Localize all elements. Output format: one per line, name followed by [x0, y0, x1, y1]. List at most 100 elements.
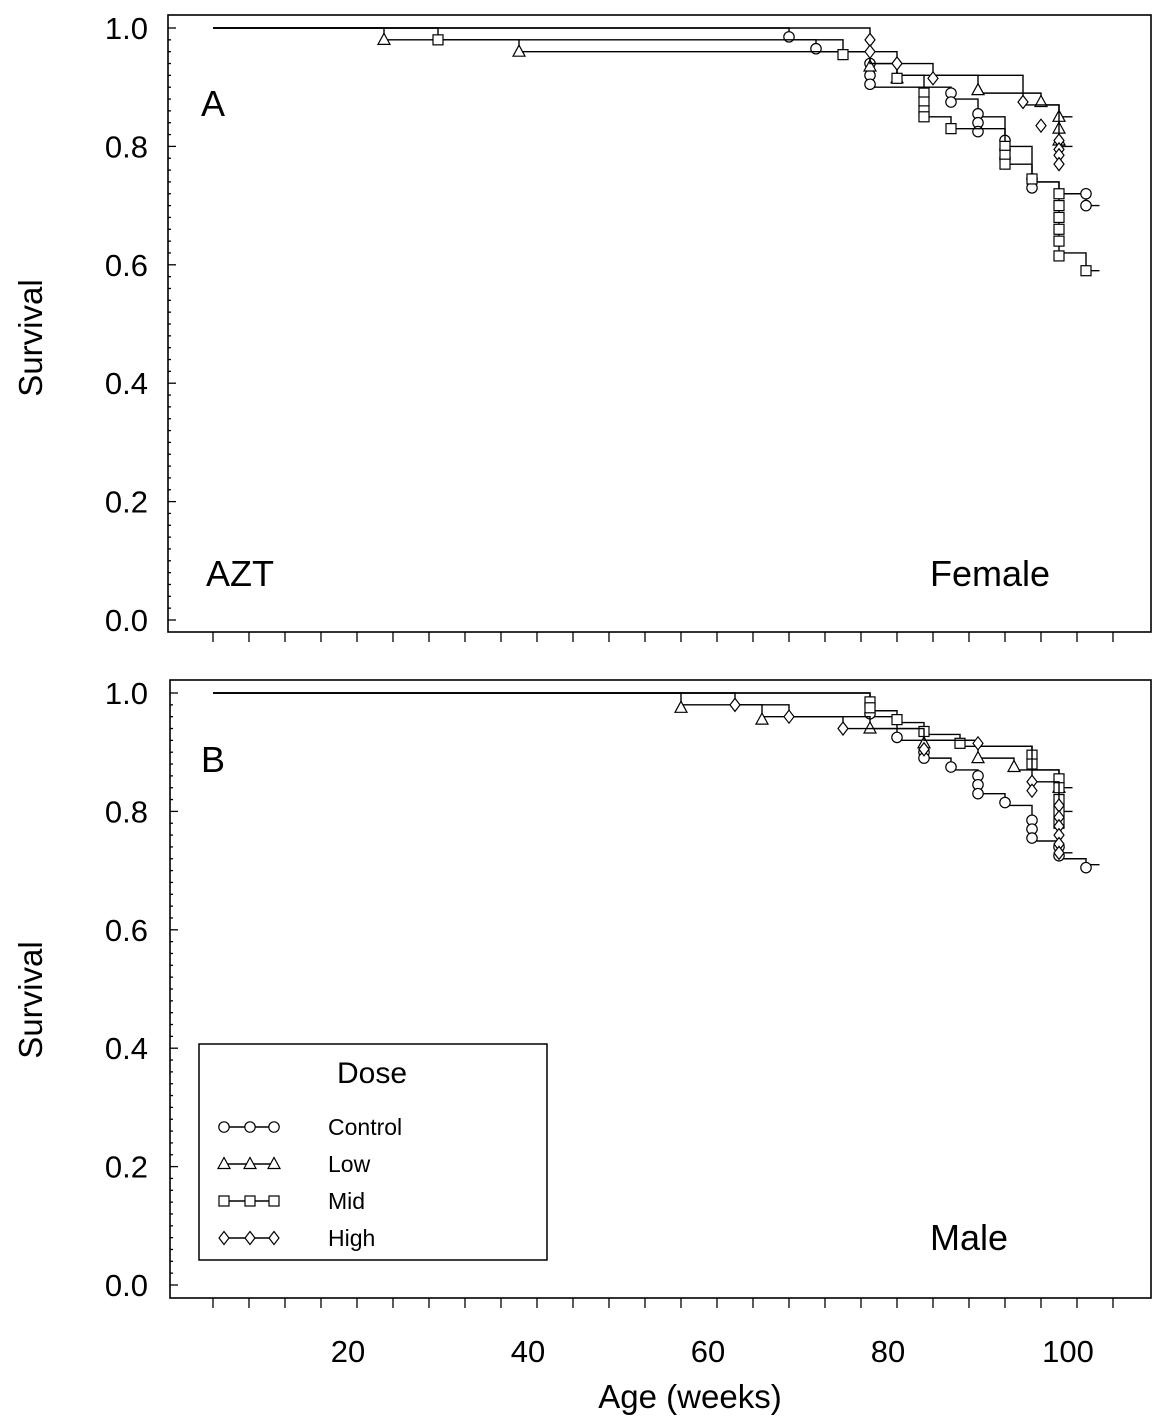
panel-b-y-tick-label: 0.6 — [105, 913, 148, 948]
panel-a-y-tick-label: 0.4 — [105, 366, 148, 401]
panel-a-mid-censor-marker — [1053, 223, 1065, 235]
panel-a-annotation-sex: Female — [930, 553, 1050, 594]
panel-b-high-censor-marker — [918, 741, 930, 757]
legend-entries: Control Low Mid High — [216, 1114, 402, 1251]
panel-b-control-censor-marker — [999, 796, 1011, 809]
panel-a-series-mid — [213, 27, 1100, 277]
panel-a-y-tick-label: 0.0 — [105, 603, 148, 638]
panel-b-mid-censor-marker — [891, 714, 903, 726]
panel-b-y-tick-label: 0.8 — [105, 794, 148, 829]
legend-entry-control: Control — [218, 1114, 402, 1140]
panel-b-low-censor-marker — [673, 700, 689, 713]
panel-a-mid-censor-marker — [1053, 200, 1065, 212]
panel-b-series-low — [213, 692, 1073, 793]
panel-a-annotation-compound: AZT — [206, 553, 274, 594]
legend-marker-sample — [242, 1156, 258, 1170]
legend-entry-mid: Mid — [218, 1188, 365, 1214]
legend-marker-sample — [244, 1230, 256, 1246]
panel-a-y-tick-label: 0.8 — [105, 129, 148, 164]
x-tick-label: 20 — [331, 1334, 365, 1369]
panel-a-control-censor-marker — [864, 78, 876, 91]
panel-a-low-censor-marker — [862, 58, 878, 72]
panel-b-low-censor-marker — [862, 720, 878, 734]
panel-b-curves — [213, 692, 1100, 874]
panel-a-high-censor-marker — [864, 44, 876, 60]
panel-b-series-control — [213, 692, 1100, 874]
panel-a-high-censor-marker — [1053, 156, 1065, 172]
legend-marker-sample — [216, 1156, 232, 1170]
panel-a-high-censor-marker — [1035, 118, 1047, 134]
panel-b-high-censor-marker — [972, 735, 984, 751]
panel-b-low-censor-marker — [970, 750, 986, 764]
legend-marker-sample — [244, 1121, 256, 1133]
panel-a-mid-censor-marker — [837, 49, 849, 61]
panel-b-y-axis-title: Survival — [12, 941, 49, 1058]
panel-b-letter: B — [201, 739, 225, 780]
panel-b-series-mid — [213, 692, 1073, 829]
panel-a-female-survival: 0.0 0.2 0.4 0.6 0.8 1.0 A AZT Female Survival — [12, 11, 1152, 642]
panel-a-axes: 0.0 0.2 0.4 0.6 0.8 1.0 — [105, 11, 1114, 642]
panel-a-y-axis-title: Survival — [12, 279, 49, 396]
panel-a-low-censor-marker — [1033, 94, 1049, 108]
panel-b-mid-censor-marker — [954, 737, 966, 749]
panel-b-high-curve — [213, 692, 1073, 854]
panel-a-frame — [167, 14, 1152, 633]
panel-b-high-censor-marker — [729, 697, 741, 713]
panel-a-curves — [213, 27, 1100, 277]
panel-a-y-tick-label: 0.2 — [105, 485, 148, 520]
panel-b-axes: 0.0 0.2 0.4 0.6 0.8 1.0 20 40 60 80 100 — [105, 676, 1114, 1369]
panel-a-series-high — [213, 27, 1073, 172]
panel-a-mid-censor-marker — [918, 111, 930, 123]
x-tick-label: 80 — [871, 1334, 905, 1369]
panel-b-control-censor-marker — [1026, 832, 1038, 844]
panel-a-low-censor-marker — [970, 82, 986, 96]
panel-b-y-tick-label: 0.2 — [105, 1150, 148, 1185]
panel-b-control-censor-marker — [945, 761, 957, 773]
panel-a-low-censor-marker — [511, 43, 527, 57]
panel-a-high-censor-marker — [891, 56, 903, 72]
panel-a-series-low — [213, 27, 1073, 146]
legend: Dose Control Low Mid High — [198, 1043, 548, 1261]
panel-a-mid-censor-marker — [945, 123, 957, 135]
panel-a-high-censor-marker — [927, 70, 939, 86]
x-tick-label: 40 — [511, 1334, 545, 1369]
legend-entry-high: High — [218, 1225, 375, 1251]
legend-marker-sample — [218, 1195, 230, 1207]
panel-b-y-tick-label: 0.4 — [105, 1031, 148, 1066]
panel-b-high-censor-marker — [1053, 845, 1065, 861]
panel-a-mid-censor-marker — [1080, 265, 1092, 277]
panel-b-y-tick-label: 1.0 — [105, 676, 148, 711]
legend-marker-sample — [268, 1195, 280, 1207]
panel-b-mid-curve — [213, 692, 1073, 813]
panel-a-control-censor-marker — [945, 96, 957, 108]
legend-entry-label: High — [328, 1225, 375, 1251]
panel-b-control-censor-marker — [1080, 861, 1092, 874]
panel-b-mid-censor-marker — [864, 702, 876, 714]
panel-b-series-high — [213, 692, 1073, 861]
panel-a-letter: A — [201, 83, 225, 124]
legend-marker-sample — [268, 1121, 280, 1133]
panel-a-mid-censor-marker — [1053, 188, 1065, 200]
panel-b-male-survival: 0.0 0.2 0.4 0.6 0.8 1.0 20 40 60 80 100 B Male Sur… — [12, 676, 1152, 1415]
panel-a-mid-censor-marker — [1053, 235, 1065, 247]
legend-entry-label: Mid — [328, 1188, 365, 1214]
x-axis-title: Age (weeks) — [598, 1378, 781, 1415]
panel-b-high-censor-marker — [783, 709, 795, 725]
panel-b-control-censor-marker — [891, 731, 903, 744]
panel-a-mid-censor-marker — [999, 158, 1011, 170]
panel-a-control-curve — [213, 27, 1100, 207]
panel-a-mid-censor-marker — [1053, 211, 1065, 224]
panel-b-annotation-sex: Male — [930, 1217, 1008, 1258]
legend-marker-sample — [218, 1230, 230, 1246]
legend-marker-sample — [244, 1195, 256, 1207]
legend-title: Dose — [337, 1057, 407, 1090]
x-tick-label: 100 — [1042, 1334, 1094, 1369]
legend-entry-label: Low — [328, 1151, 371, 1177]
panel-a-mid-censor-marker — [1053, 250, 1065, 262]
legend-marker-sample — [268, 1230, 280, 1246]
legend-marker-sample — [218, 1121, 230, 1133]
panel-b-control-censor-marker — [972, 787, 984, 800]
panel-a-mid-censor-marker — [432, 34, 444, 46]
legend-box — [198, 1043, 548, 1261]
